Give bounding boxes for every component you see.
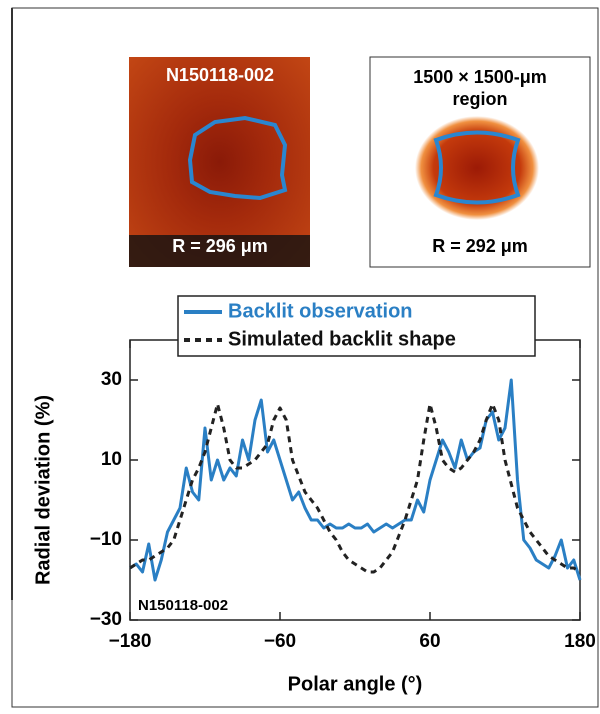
y-axis-label: Radial deviation (%) [32,395,54,585]
series-line [129,378,582,582]
y-tick-label: 30 [101,369,122,390]
panel-label: R = 296 μm [172,236,268,256]
contour [187,115,288,201]
contour [433,130,521,205]
panel-title: 1500 × 1500-μm [413,67,547,87]
plot: −30 −10 10 30 −180 −60 60 180 Polar angle (°) Rad… [32,295,596,695]
legend [177,295,536,357]
image-shadow [129,235,310,267]
series-line [129,402,581,574]
legend-label: Backlit observation [228,300,413,322]
x-tick-label: 60 [419,631,440,652]
panel-label: R = 292 μm [432,236,528,256]
image-panel [129,57,310,267]
annotation: N150118-002 [138,597,228,614]
panel-title: N150118-002 [166,65,274,85]
x-tick-label: −180 [109,631,152,652]
panel-title: region [452,89,507,109]
x-tick-label: −60 [264,631,296,652]
legend-label: Simulated backlit shape [228,328,456,350]
x-axis-label: Polar angle (°) [288,673,423,695]
y-tick-label: −30 [90,609,122,630]
y-tick-label: −10 [90,529,122,550]
x-tick-label: 180 [564,631,596,652]
y-tick-label: 10 [101,449,122,470]
simulated-shape [415,116,539,220]
